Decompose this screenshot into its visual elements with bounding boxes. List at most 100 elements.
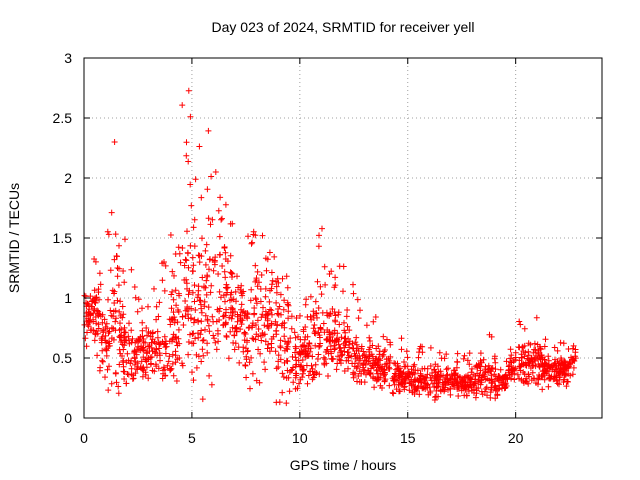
data-point xyxy=(371,384,378,391)
data-point xyxy=(140,364,147,371)
data-point xyxy=(512,354,519,361)
data-point xyxy=(555,361,562,367)
data-point xyxy=(234,273,240,280)
data-point xyxy=(134,308,141,315)
data-point xyxy=(190,224,197,231)
data-point xyxy=(556,360,563,367)
data-point xyxy=(386,365,393,372)
data-point xyxy=(551,344,558,351)
data-point xyxy=(283,400,290,407)
data-point xyxy=(235,344,242,351)
data-point xyxy=(202,247,209,254)
data-point xyxy=(375,343,382,350)
data-point xyxy=(566,363,573,370)
data-point xyxy=(104,366,111,373)
x-tick-label: 15 xyxy=(400,430,416,446)
data-point xyxy=(557,364,564,371)
data-point xyxy=(179,245,186,251)
data-point xyxy=(369,342,376,349)
data-point xyxy=(121,324,128,331)
data-point xyxy=(488,368,494,375)
data-point xyxy=(293,357,300,364)
data-point xyxy=(356,368,363,375)
data-point xyxy=(560,376,567,383)
data-point xyxy=(219,215,225,222)
data-point xyxy=(92,300,99,306)
data-point xyxy=(88,298,95,305)
data-point xyxy=(112,318,119,325)
x-tick-label: 20 xyxy=(508,430,524,446)
data-point xyxy=(132,348,139,355)
data-point xyxy=(373,367,380,374)
data-point xyxy=(119,359,126,366)
data-point xyxy=(505,367,512,374)
data-point xyxy=(463,392,470,399)
data-point xyxy=(283,375,290,381)
data-point xyxy=(227,328,234,335)
data-point xyxy=(100,326,107,333)
data-point xyxy=(572,349,579,356)
data-point xyxy=(414,384,421,391)
data-point xyxy=(473,390,480,397)
data-point xyxy=(244,311,251,318)
data-point xyxy=(87,311,94,318)
data-point xyxy=(148,339,155,346)
data-point xyxy=(99,358,106,365)
data-point xyxy=(474,364,481,371)
data-point xyxy=(315,305,322,311)
data-point xyxy=(159,277,166,284)
data-point xyxy=(350,290,357,297)
data-point xyxy=(223,332,230,339)
data-point xyxy=(185,291,192,298)
data-point xyxy=(208,173,215,180)
data-point xyxy=(316,232,322,239)
data-point xyxy=(393,386,400,393)
data-point xyxy=(198,358,205,365)
data-point xyxy=(312,342,319,349)
x-tick-label: 5 xyxy=(188,430,196,446)
data-point xyxy=(198,318,205,325)
data-point xyxy=(323,309,330,316)
data-point xyxy=(470,371,477,378)
data-point xyxy=(538,373,545,380)
data-point xyxy=(154,352,161,359)
data-point xyxy=(245,233,251,240)
data-point xyxy=(112,369,119,376)
data-point xyxy=(151,285,157,292)
data-point xyxy=(215,271,222,277)
data-point xyxy=(162,350,169,357)
data-point xyxy=(255,326,262,332)
data-point xyxy=(202,312,209,319)
data-point xyxy=(162,262,169,269)
data-point xyxy=(259,232,266,239)
data-point xyxy=(322,281,329,288)
data-point xyxy=(247,385,253,392)
data-point xyxy=(273,328,280,334)
data-point xyxy=(105,231,112,238)
data-point xyxy=(219,263,226,269)
data-point xyxy=(538,352,545,359)
data-point xyxy=(195,291,202,298)
data-point xyxy=(110,336,117,343)
data-point xyxy=(170,372,177,379)
data-point xyxy=(301,366,307,373)
data-point xyxy=(257,298,264,305)
data-point xyxy=(139,373,146,380)
data-point xyxy=(342,329,349,336)
data-point xyxy=(199,396,206,403)
data-point xyxy=(300,367,306,374)
data-point xyxy=(224,258,231,265)
tick-layer: 0 0.5 1 1.5 2 2.5 3 0 5 10 15 20 xyxy=(53,50,602,446)
data-point xyxy=(406,387,413,394)
data-point xyxy=(198,309,205,316)
data-point xyxy=(341,368,348,374)
data-point xyxy=(526,373,533,380)
data-point xyxy=(197,331,204,338)
data-point xyxy=(496,377,503,384)
data-point xyxy=(154,328,161,335)
data-point xyxy=(542,367,548,374)
data-point xyxy=(152,361,159,368)
data-point xyxy=(179,313,186,320)
data-point xyxy=(183,257,190,264)
data-point xyxy=(195,353,202,360)
